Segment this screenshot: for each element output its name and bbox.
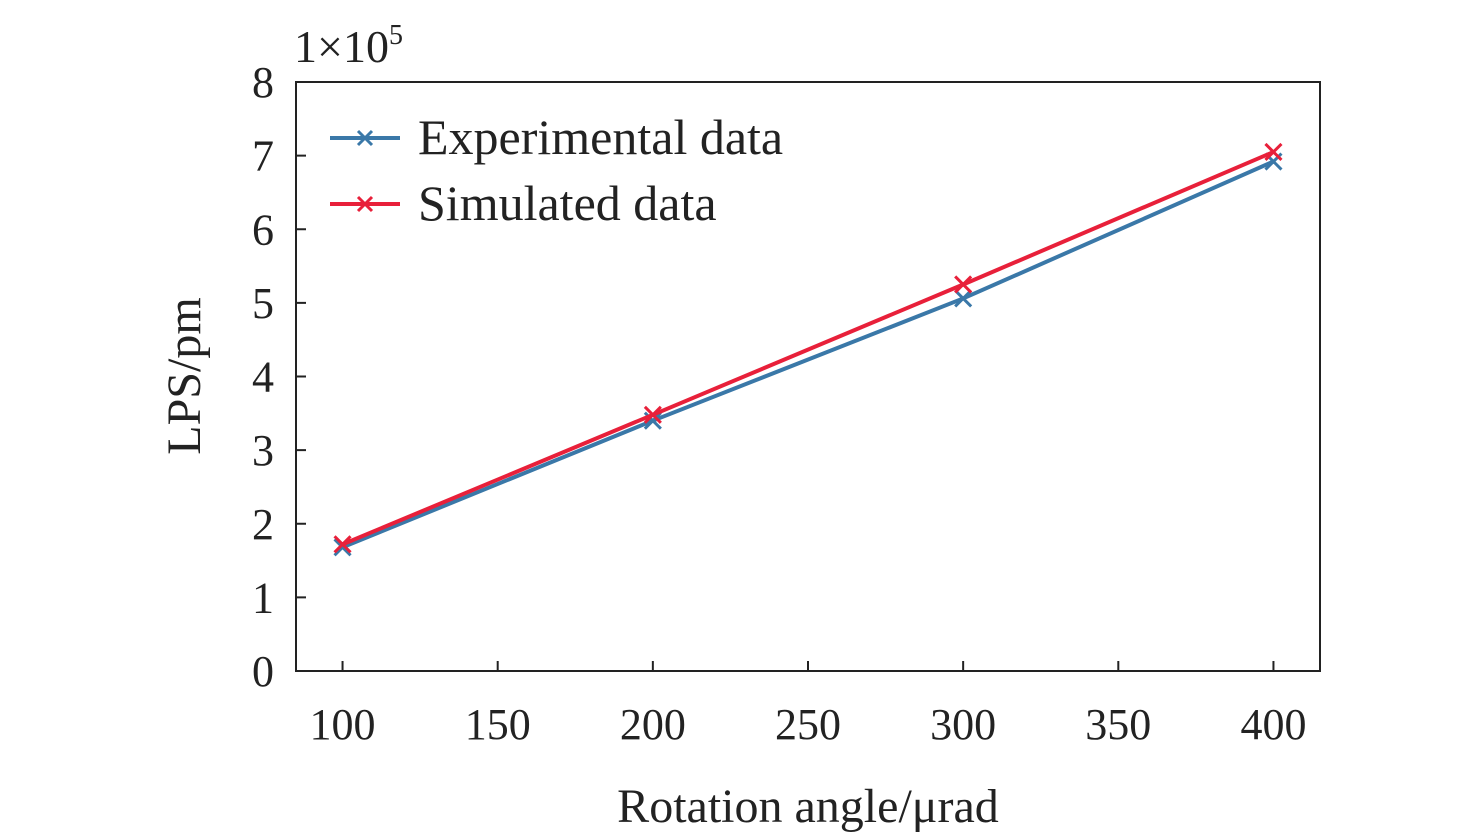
legend-marker-simulated xyxy=(356,195,374,213)
series-2-point xyxy=(1264,142,1283,162)
series-2-point xyxy=(954,275,973,294)
series-2-point xyxy=(643,405,662,424)
y-tick-label: 8 xyxy=(252,58,274,107)
y-tick-label: 0 xyxy=(252,647,274,696)
legend-label-experimental: Experimental data xyxy=(418,109,783,165)
x-tick-label: 400 xyxy=(1240,700,1306,749)
y-tick-label: 2 xyxy=(252,500,274,549)
x-axis-title: Rotation angle/μrad xyxy=(617,780,999,833)
x-tick-label: 250 xyxy=(775,700,841,749)
y-multiplier-label: 1×105 xyxy=(294,20,403,72)
series-2-point xyxy=(333,535,352,554)
x-axis-ticks: 100 150 200 250 300 350 400 xyxy=(310,661,1306,749)
series-line-1 xyxy=(341,159,1275,550)
y-tick-label: 4 xyxy=(252,353,274,402)
y-axis-title: LPS/pm xyxy=(158,297,211,454)
legend-marker-experimental xyxy=(356,129,374,147)
series-line-2 xyxy=(341,150,1275,547)
y-tick-label: 1 xyxy=(252,573,274,622)
x-tick-label: 300 xyxy=(930,700,996,749)
x-tick-label: 200 xyxy=(620,700,686,749)
y-tick-label: 7 xyxy=(252,132,274,181)
x-tick-label: 350 xyxy=(1085,700,1151,749)
x-tick-label: 100 xyxy=(310,700,376,749)
y-tick-label: 6 xyxy=(252,205,274,254)
y-tick-label: 5 xyxy=(252,279,274,328)
legend-item-experimental: Experimental data xyxy=(330,109,783,165)
x-tick-label: 150 xyxy=(465,700,531,749)
series-layer xyxy=(333,142,1283,557)
legend-label-simulated: Simulated data xyxy=(418,175,717,231)
legend-item-simulated: Simulated data xyxy=(330,175,717,231)
series-1-point xyxy=(954,289,973,308)
plot-frame xyxy=(295,81,1321,672)
y-tick-label: 3 xyxy=(252,426,274,475)
y-axis-ticks: 0 1 2 3 4 5 6 7 8 xyxy=(252,58,306,696)
legend: Experimental data Simulated data xyxy=(330,109,783,231)
